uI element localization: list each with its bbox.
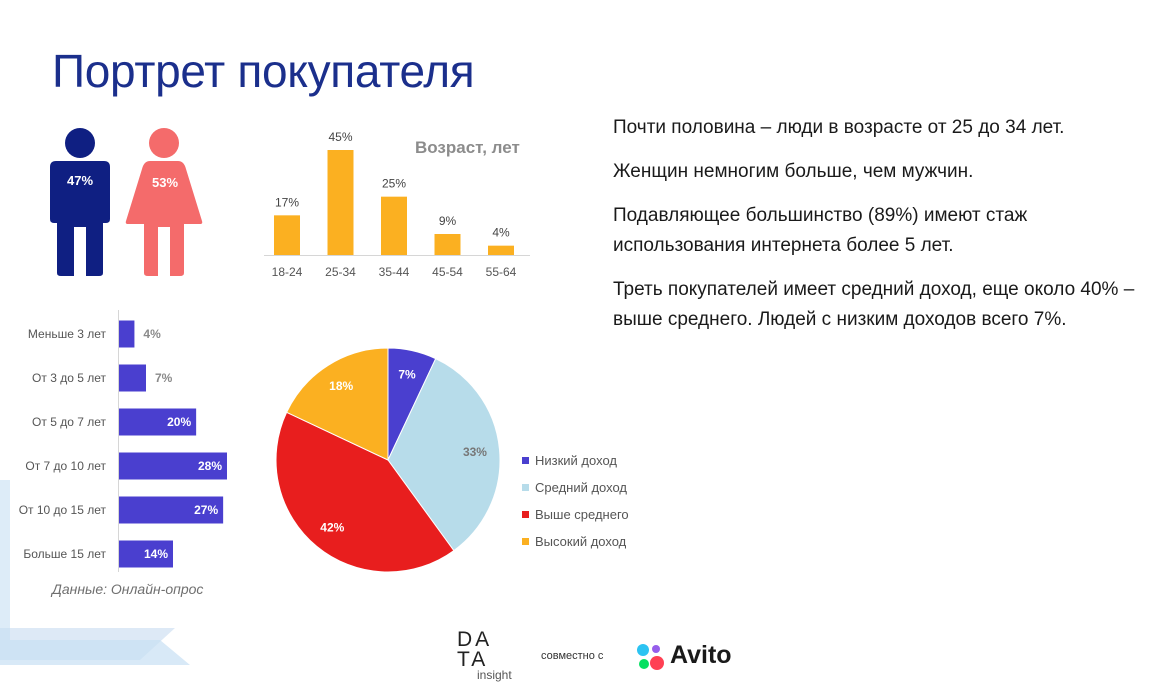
experience-category-label: От 10 до 15 лет <box>19 503 107 517</box>
legend-label-high: Высокий доход <box>535 534 627 549</box>
male-body <box>50 161 110 276</box>
age-bar-chart: 17% 18-24 45% 25-34 25% 35-44 9% 45-54 4% 55-64 <box>264 130 530 279</box>
age-bar-value-label: 25% <box>382 177 406 191</box>
legend-item-high: Высокий доход <box>522 528 629 555</box>
experience-category-label: От 7 до 10 лет <box>25 459 106 473</box>
avito-logo-icon <box>637 644 664 670</box>
legend-swatch-low <box>522 457 529 464</box>
age-bar-value-label: 9% <box>439 214 457 228</box>
legend-item-above: Выше среднего <box>522 501 629 528</box>
age-tick-label: 35-44 <box>379 265 410 279</box>
note-experience: Подавляющее большинство (89%) имеют стаж… <box>613 205 1028 256</box>
female-figure-icon <box>125 128 203 276</box>
data-logo-line2: insight <box>477 668 512 682</box>
note-income: Треть покупателей имеет средний доход, е… <box>613 279 1135 330</box>
experience-bar-value-label: 28% <box>198 459 222 473</box>
experience-bar-value-label: 7% <box>155 371 173 385</box>
age-tick-label: 45-54 <box>432 265 463 279</box>
experience-bar <box>119 320 135 348</box>
age-bar-value-label: 17% <box>275 195 299 209</box>
age-tick-label: 55-64 <box>486 265 517 279</box>
experience-bar-value-label: 14% <box>144 547 168 561</box>
note-gender: Женщин немногим больше, чем мужчин. <box>613 161 974 182</box>
legend-swatch-above <box>522 511 529 518</box>
male-head <box>65 128 95 158</box>
age-chart-title: Возраст, лет <box>415 138 520 157</box>
corner-stripes-decoration <box>0 480 190 665</box>
legend-swatch-mid <box>522 484 529 491</box>
experience-bar-chart: Меньше 3 лет 4% От 3 до 5 лет 7% От 5 до 7 л… <box>19 310 227 572</box>
experience-bar-value-label: 27% <box>194 503 218 517</box>
income-pie-slice <box>275 411 455 573</box>
age-bar-value-label: 4% <box>492 226 510 240</box>
experience-bar-value-label: 4% <box>143 327 161 341</box>
income-pie-chart: 7% 33% 42% 18% <box>275 347 501 573</box>
experience-category-label: От 3 до 5 лет <box>32 371 106 385</box>
income-pie-label: 18% <box>329 379 353 393</box>
age-tick-label: 25-34 <box>325 265 356 279</box>
avito-logo-text: Avito <box>670 641 732 669</box>
age-bar <box>274 215 300 255</box>
female-body <box>125 161 203 276</box>
data-source-note: Данные: Онлайн-опрос <box>52 581 204 597</box>
experience-bar <box>119 496 224 524</box>
data-logo-line1: DA <box>457 628 493 651</box>
experience-category-label: Больше 15 лет <box>23 547 106 561</box>
experience-bar-value-label: 20% <box>167 415 191 429</box>
age-tick-label: 18-24 <box>272 265 303 279</box>
income-pie-slice <box>387 357 501 552</box>
data-insight-logo: DA TA insight <box>457 628 527 684</box>
legend-item-low: Низкий доход <box>522 447 629 474</box>
experience-bar <box>119 452 227 480</box>
legend-swatch-high <box>522 538 529 545</box>
male-percent-label: 47% <box>66 173 94 188</box>
legend-label-above: Выше среднего <box>535 507 629 522</box>
legend-label-mid: Средний доход <box>535 480 628 495</box>
experience-bar <box>119 408 197 436</box>
male-figure-icon <box>50 128 110 276</box>
income-pie-label: 33% <box>463 445 487 459</box>
age-bar-value-label: 45% <box>328 130 352 144</box>
legend-label-low: Низкий доход <box>535 453 617 468</box>
summary-notes: Почти половина – люди в возрасте от 25 д… <box>613 113 1143 349</box>
income-legend: Низкий доход Средний доход Выше среднего… <box>522 447 629 555</box>
data-logo-line1b: TA <box>457 648 489 671</box>
experience-bar <box>119 364 146 392</box>
age-bar <box>434 234 461 255</box>
note-age: Почти половина – люди в возрасте от 25 д… <box>613 117 1065 138</box>
female-percent-label: 53% <box>151 175 179 190</box>
age-bar <box>488 245 514 255</box>
female-head <box>149 128 179 158</box>
income-pie-label: 7% <box>398 368 416 382</box>
age-bar <box>381 196 407 255</box>
age-bar <box>327 150 354 255</box>
legend-item-mid: Средний доход <box>522 474 629 501</box>
experience-bar <box>119 540 173 568</box>
joint-text: совместно с <box>541 650 604 662</box>
page-title: Портрет покупателя <box>52 45 475 97</box>
income-pie-slice <box>285 347 389 461</box>
income-pie-label: 42% <box>320 520 344 534</box>
experience-category-label: От 5 до 7 лет <box>32 415 106 429</box>
experience-category-label: Меньше 3 лет <box>28 327 107 341</box>
